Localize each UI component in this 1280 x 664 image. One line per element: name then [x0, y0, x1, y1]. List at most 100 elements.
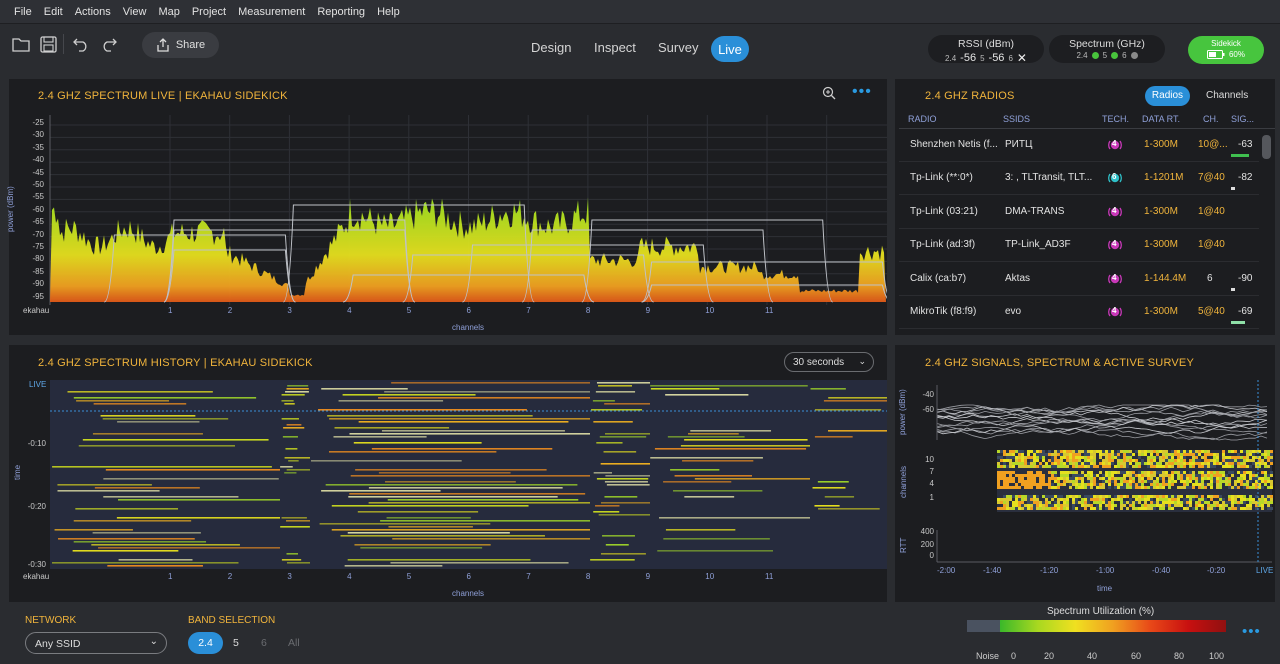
channel-heat-cell [1060, 462, 1063, 465]
col-channel[interactable]: CH. [1203, 114, 1219, 124]
radio-row[interactable]: Tp-Link (03:21) DMA-TRANS 4 1-300M 1@40 [899, 196, 1259, 229]
col-ssids[interactable]: SSIDS [1003, 114, 1031, 124]
channel-heat-cell [1102, 462, 1105, 465]
tab-inspect[interactable]: Inspect [594, 40, 636, 55]
channel-heat-cell [1243, 462, 1246, 465]
radio-row[interactable]: MikroTik (f8:f9) evo 4 1-300M 5@40 -69 [899, 296, 1259, 329]
spectrum-indicator[interactable]: Spectrum (GHz) 2.4 5 6 [1049, 35, 1165, 63]
channel-heat-cell [1195, 459, 1198, 462]
channel-heat-cell [1204, 486, 1207, 489]
channel-heat-cell [1099, 507, 1102, 510]
channel-heat-cell [1003, 450, 1006, 453]
signals-xlabel: time [1097, 584, 1113, 593]
channel-heat-cell [1033, 474, 1036, 477]
rssi-indicator[interactable]: RSSI (dBm) 2.4 -56 5 -56 6 ✕ [928, 35, 1044, 65]
waterfall-band [603, 451, 637, 453]
channel-heat-cell [997, 474, 1000, 477]
signals-rtt-label: RTT [899, 537, 908, 553]
radios-scrollbar[interactable] [1262, 135, 1271, 159]
radio-row[interactable]: Tp-Link (ad:3f) TP-Link_AD3F 4 1-300M 1@40 [899, 229, 1259, 263]
waterfall-band [596, 442, 623, 444]
menu-map[interactable]: Map [158, 5, 180, 18]
band-24-button[interactable]: 2.4 [188, 632, 223, 654]
channel-heat-cell [1105, 453, 1108, 456]
tab-design[interactable]: Design [531, 40, 572, 55]
radio-row[interactable]: Tp-Link (**:0*) 3: , TLTransit, TLT... 6 1-… [899, 162, 1259, 196]
zoom-icon[interactable] [822, 86, 836, 105]
waterfall-band [100, 415, 196, 417]
band-5-button[interactable]: 5 [233, 637, 239, 649]
channel-heat-cell [1018, 462, 1021, 465]
network-select[interactable]: Any SSID ⌄ [25, 632, 167, 654]
channel-heat-cell [1249, 450, 1252, 453]
channel-heat-cell [1249, 453, 1252, 456]
menu-project[interactable]: Project [191, 5, 227, 18]
channel-heat-cell [1207, 507, 1210, 510]
channel-heat-cell [1213, 459, 1216, 462]
sidekick-status-button[interactable]: Sidekick 60% [1188, 36, 1264, 64]
waterfall-band [357, 511, 479, 513]
waterfall-band [596, 478, 649, 480]
channel-heat-cell [1264, 450, 1267, 453]
channel-heat-cell [1036, 471, 1039, 474]
channel-heat-cell [1138, 453, 1141, 456]
menu-view[interactable]: View [122, 5, 147, 18]
channel-heat-cell [1213, 471, 1216, 474]
channel-heat-cell [997, 450, 1000, 453]
col-radio[interactable]: RADIO [908, 114, 937, 124]
channel-heat-cell [1237, 495, 1240, 498]
radios-table-header: RADIO SSIDS TECH. DATA RT. CH. SIG... [899, 110, 1275, 128]
radio-row[interactable]: Shenzhen Netis (f... РИТЦ 4 1-300M 10@... -63 [899, 129, 1259, 162]
waterfall-band [333, 436, 427, 438]
redo-icon[interactable] [98, 33, 120, 55]
more-options-icon[interactable]: ••• [1242, 623, 1261, 640]
channel-heat-cell [1255, 480, 1258, 483]
col-data-rate[interactable]: DATA RT. [1142, 114, 1181, 124]
channel-heat-cell [1072, 450, 1075, 453]
channel-heat-cell [1207, 477, 1210, 480]
waterfall-band [282, 436, 298, 438]
open-folder-icon[interactable] [10, 33, 32, 55]
rssi-title: RSSI (dBm) [957, 38, 1014, 50]
tab-survey[interactable]: Survey [658, 40, 699, 55]
menu-help[interactable]: Help [377, 5, 400, 18]
channel-heat-cell [1159, 501, 1162, 504]
share-button[interactable]: Share [142, 32, 219, 58]
live-ytick: -80 [32, 254, 44, 264]
channel-heat-cell [1102, 483, 1105, 486]
undo-icon[interactable] [70, 33, 92, 55]
tab-channels[interactable]: Channels [1206, 90, 1249, 101]
waterfall-band [321, 490, 441, 492]
channel-heat-cell [1171, 495, 1174, 498]
channel-heat-cell [1045, 504, 1048, 507]
band-6-button[interactable]: 6 [261, 637, 267, 649]
channel-heat-cell [1003, 453, 1006, 456]
channel-heat-cell [1153, 465, 1156, 468]
col-signal[interactable]: SIG... [1231, 114, 1255, 124]
waterfall-band [591, 409, 643, 411]
signal-line [936, 425, 1267, 435]
channel-heat-cell [1270, 471, 1273, 474]
menu-measurement[interactable]: Measurement [238, 5, 306, 18]
channel-heat-cell [1009, 486, 1012, 489]
col-tech[interactable]: TECH. [1102, 114, 1129, 124]
radio-row[interactable]: Calix (ca:b7) Aktas 4 1-144.4M 6 -90 [899, 263, 1259, 296]
menu-edit[interactable]: Edit [43, 5, 63, 18]
menu-reporting[interactable]: Reporting [317, 5, 366, 18]
waterfall-band [590, 559, 635, 561]
tab-radios[interactable]: Radios [1145, 86, 1190, 106]
channel-heat-cell [1042, 465, 1045, 468]
tab-live[interactable]: Live [711, 36, 749, 62]
waterfall-band [358, 421, 569, 423]
channel-heat-cell [1192, 456, 1195, 459]
channel-heat-cell [1240, 480, 1243, 483]
menu-actions[interactable]: Actions [74, 5, 111, 18]
channel-heat-cell [1225, 504, 1228, 507]
legend-100: 100 [1209, 651, 1225, 661]
save-icon[interactable] [37, 33, 59, 55]
history-duration-select[interactable]: 30 seconds ⌄ [784, 352, 874, 372]
battery-level: 60% [1228, 50, 1245, 59]
more-options-icon[interactable]: ••• [852, 83, 872, 100]
band-all-button[interactable]: All [288, 637, 300, 649]
menu-file[interactable]: File [14, 5, 32, 18]
